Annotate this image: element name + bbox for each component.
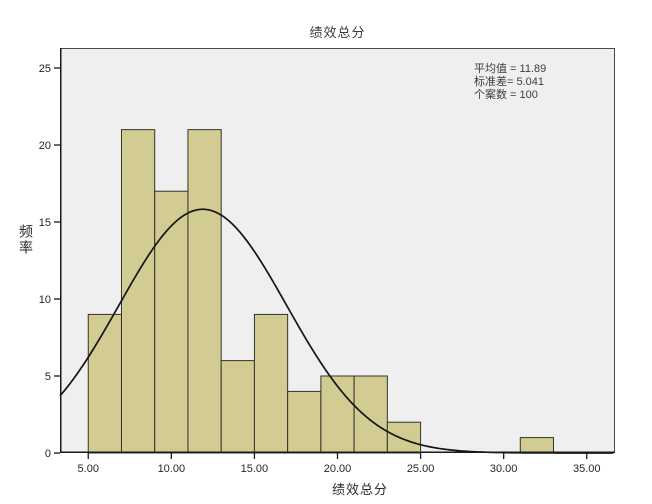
histogram-bar: [220, 360, 255, 454]
stats-stddev: 标准差= 5.041: [474, 76, 545, 88]
y-tick-label: 5: [45, 371, 51, 383]
x-tick-label: 5.00: [78, 463, 99, 475]
stats-mean: 平均值 = 11.89: [474, 63, 547, 75]
y-tick-label: 10: [39, 294, 51, 306]
y-axis-label: 频率: [18, 224, 34, 256]
histogram-bar: [253, 313, 289, 454]
histogram-bar: [353, 375, 388, 454]
x-tick-label: 20.00: [324, 463, 352, 475]
y-tick-label: 25: [39, 63, 51, 75]
x-axis-label: 绩效总分: [331, 482, 388, 497]
x-tick-label: 15.00: [241, 463, 269, 475]
x-tick-label: 35.00: [573, 463, 601, 475]
histogram-bar: [87, 313, 122, 454]
histogram-bar: [320, 375, 355, 454]
histogram-bar: [519, 437, 555, 454]
x-tick-label: 25.00: [407, 463, 435, 475]
histogram-bar: [154, 190, 189, 454]
x-tick-label: 10.00: [158, 463, 186, 475]
chart-title: 绩效总分: [309, 25, 366, 40]
y-tick-label: 0: [45, 448, 51, 460]
stats-n: 个案数 = 100: [474, 89, 538, 101]
histogram-bar: [287, 390, 322, 454]
histogram-plot: 0 5 10 15 20 25 5.00 10.00 15.00 20.00 25.00 30.00 3…: [39, 48, 615, 475]
y-tick-label: 20: [39, 140, 51, 152]
histogram-bar: [386, 421, 422, 454]
histogram-bar: [187, 129, 222, 454]
stats-box: 平均值 = 11.89 标准差= 5.041 个案数 = 100: [474, 63, 546, 102]
x-tick-label: 30.00: [490, 463, 518, 475]
y-tick-label: 15: [39, 217, 51, 229]
